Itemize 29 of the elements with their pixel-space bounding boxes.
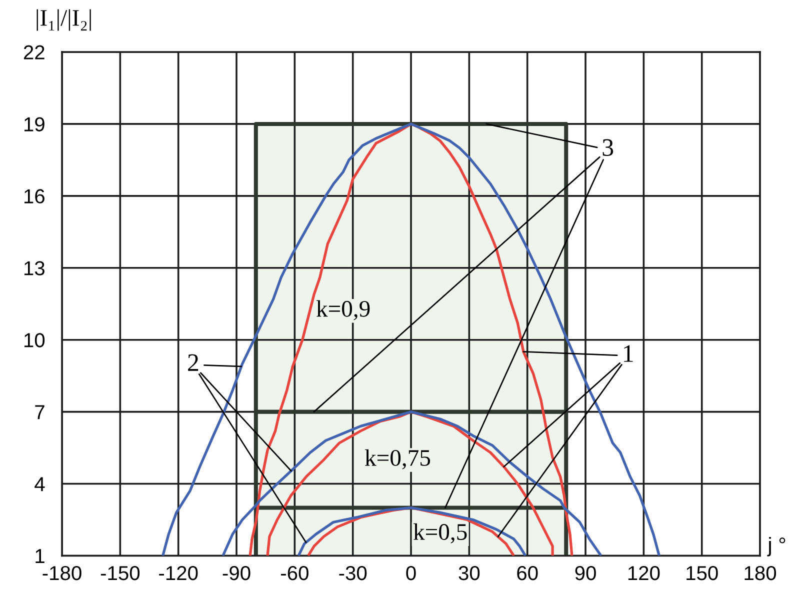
series-label: 3 [602,139,614,156]
annotation: k=0,5 [413,523,467,544]
y-tick-label: 10 [24,333,45,348]
y-tick-label: 1 [36,549,44,564]
y-tick-label: 13 [24,261,44,276]
x-tick-label: -30 [339,566,367,580]
text: 1 [624,345,633,362]
y-tick-label: 19 [24,117,44,132]
y-axis-title: |I₁|/|I₂| [36,9,91,31]
x-tick-label: -120 [159,566,198,580]
x-tick-label: -150 [100,566,140,580]
y-tick-label: 16 [24,189,44,204]
x-tick-label: 180 [744,566,776,580]
x-tick-label: -60 [281,566,308,580]
x-tick-label: -180 [42,566,82,580]
x-tick-label: 30 [458,566,480,580]
x-tick-label: 0 [406,566,416,580]
x-tick-label: 150 [686,566,718,580]
x-axis-title: j ° [767,536,786,556]
series-label: 2 [188,354,198,371]
x-tick-label: 90 [575,566,596,580]
y-tick-label: 4 [34,477,45,492]
x-tick-label: -90 [222,566,250,580]
y-tick-label: 22 [24,45,44,60]
y-tick-label: 7 [35,405,44,420]
x-tick-label: 60 [517,566,538,580]
x-tick-label: 120 [628,566,660,580]
annotation: k=0,9 [316,300,370,320]
annotation: k=0,75 [364,449,430,470]
